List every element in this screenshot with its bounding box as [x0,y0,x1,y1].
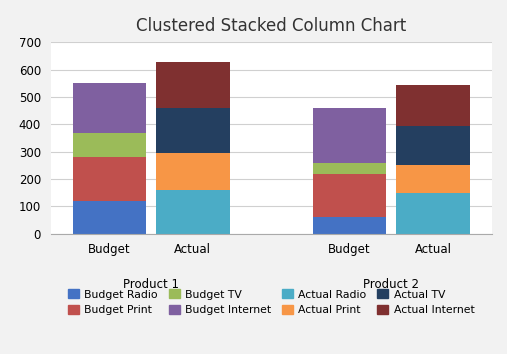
Bar [396,126,470,165]
Bar [73,133,146,157]
Legend: Budget Radio, Budget Print, Budget TV, Budget Internet, Actual Radio, Actual Pri: Budget Radio, Budget Print, Budget TV, B… [64,285,479,320]
Bar [396,85,470,126]
Bar [313,173,386,217]
Bar [313,108,386,162]
Bar [156,153,230,190]
Bar [313,217,386,234]
Bar [73,84,146,133]
Bar [313,162,386,173]
Bar [73,157,146,201]
Title: Clustered Stacked Column Chart: Clustered Stacked Column Chart [136,17,407,35]
Bar [156,62,230,108]
Bar [156,190,230,234]
Bar [73,201,146,234]
Text: Product 1: Product 1 [123,278,179,291]
Bar [156,108,230,153]
Bar [396,165,470,193]
Bar [396,193,470,234]
Text: Product 2: Product 2 [364,278,419,291]
